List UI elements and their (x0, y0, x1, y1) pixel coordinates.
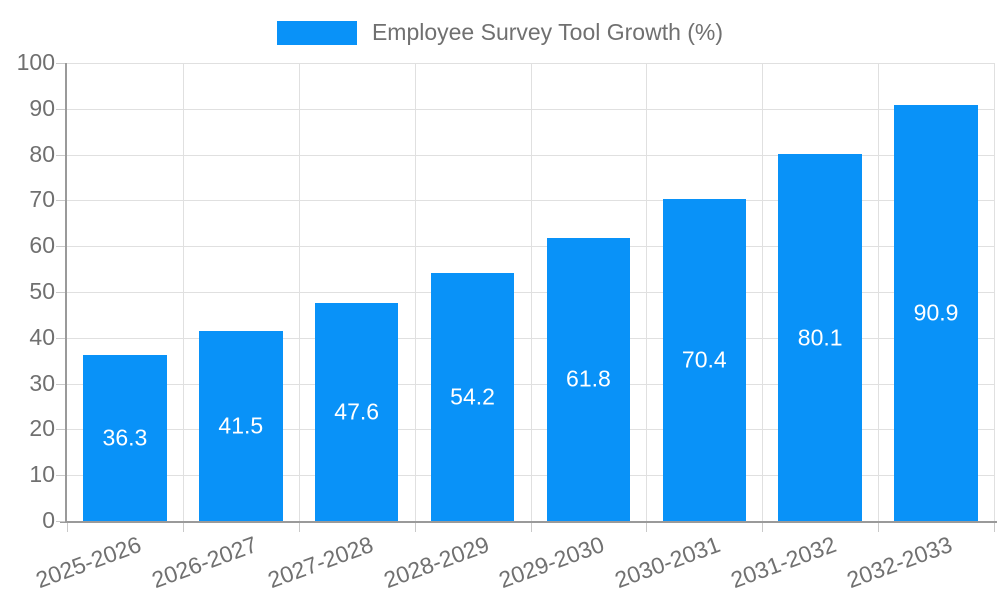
y-axis-tick-label: 100 (16, 49, 55, 76)
x-axis-tick (762, 523, 764, 532)
x-axis-label: 2031-2032 (727, 531, 840, 594)
y-axis-tick (56, 521, 65, 522)
x-axis-label: 2032-2033 (843, 531, 956, 594)
bar-2030-2031: 70.4 (662, 198, 747, 521)
bar-2027-2028: 47.6 (314, 303, 399, 521)
x-axis-tick (646, 523, 648, 532)
x-gridline (646, 63, 648, 521)
y-axis-tick-label: 90 (29, 94, 55, 121)
y-axis-tick-label: 20 (29, 415, 55, 442)
x-gridline (530, 63, 532, 521)
y-axis-tick (56, 246, 65, 248)
y-axis-line (65, 63, 67, 523)
bar-value-label: 36.3 (102, 424, 148, 451)
x-axis-tick (414, 523, 416, 532)
y-axis-tick-label: 70 (29, 186, 55, 213)
x-axis-tick (994, 523, 995, 532)
bar-2026-2027: 41.5 (199, 330, 283, 521)
x-axis-label: 2026-2027 (148, 531, 261, 594)
x-gridline (182, 63, 184, 521)
y-axis-tick-label: 30 (29, 369, 55, 396)
x-gridline (298, 63, 300, 521)
x-axis-tick (878, 523, 880, 532)
y-axis-tick (56, 429, 65, 431)
bar-value-label: 70.4 (681, 346, 727, 373)
bar-2028-2029: 54.2 (430, 272, 515, 521)
bar-value-label: 41.5 (218, 412, 264, 439)
legend-label: Employee Survey Tool Growth (%) (371, 19, 724, 45)
x-gridline (414, 63, 416, 521)
x-axis-tick (298, 523, 300, 532)
x-gridline (762, 63, 764, 521)
bar-value-label: 90.9 (913, 299, 959, 326)
y-axis-tick (56, 108, 65, 110)
x-axis-label: 2029-2030 (495, 531, 608, 594)
x-axis-label: 2025-2026 (32, 531, 145, 594)
x-axis-label: 2028-2029 (379, 531, 493, 594)
x-axis-label: 2027-2028 (263, 531, 377, 594)
y-axis-tick (56, 154, 65, 156)
y-axis-tick-label: 10 (29, 461, 55, 488)
bar-value-label: 61.8 (566, 365, 611, 392)
y-axis-tick (56, 337, 65, 339)
y-axis-tick (56, 292, 65, 293)
y-axis-tick-label: 40 (29, 323, 55, 350)
x-axis-tick (67, 523, 68, 532)
y-axis-tick (56, 475, 65, 477)
bar-2031-2032: 80.1 (778, 154, 862, 521)
x-axis-label: 2030-2031 (611, 531, 724, 594)
bar-2025-2026: 36.3 (83, 354, 167, 521)
x-axis-tick (182, 523, 184, 532)
legend[interactable]: Employee Survey Tool Growth (%) (0, 19, 1000, 46)
y-axis-tick-label: 80 (29, 140, 55, 167)
y-axis-tick (56, 63, 65, 64)
y-axis-tick (56, 200, 65, 202)
bar-value-label: 80.1 (797, 324, 843, 351)
y-axis-tick-label: 50 (29, 278, 55, 305)
y-axis-tick (56, 383, 65, 385)
plot-area: 0 10 20 30 40 50 60 70 80 90 100 36.3 2025-2026 41.5 2… (17, 51, 997, 593)
bar-value-label: 54.2 (450, 383, 495, 410)
bar-2032-2033: 90.9 (894, 104, 978, 521)
y-axis-tick-label: 0 (42, 507, 55, 534)
x-axis-line (60, 521, 997, 523)
x-axis-tick (530, 523, 532, 532)
bar-2029-2030: 61.8 (546, 237, 631, 521)
legend-swatch (276, 20, 357, 45)
y-axis-tick-label: 60 (29, 232, 55, 259)
x-gridline (878, 63, 880, 521)
x-gridline (994, 63, 995, 521)
bar-value-label: 47.6 (334, 398, 380, 425)
